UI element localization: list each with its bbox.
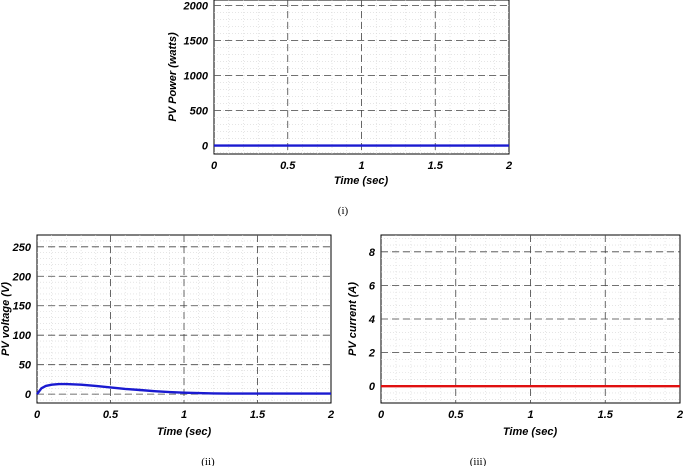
y-tick-label: 100 xyxy=(13,330,32,342)
x-axis-label: Time (sec) xyxy=(334,175,389,187)
y-tick-label: 150 xyxy=(13,301,32,313)
x-tick-label: 1 xyxy=(527,409,533,421)
y-tick-label: 50 xyxy=(19,360,32,372)
x-tick-label: 0 xyxy=(211,160,218,172)
x-tick-labels: 0 0.5 1 1.5 2 xyxy=(378,409,683,421)
y-tick-label: 1000 xyxy=(184,71,209,83)
figure-caption: (ii) xyxy=(201,456,215,466)
y-tick-label: 0 xyxy=(369,381,376,393)
x-tick-label: 2 xyxy=(505,160,512,172)
y-tick-label: 2000 xyxy=(183,1,209,13)
x-tick-label: 0.5 xyxy=(280,160,296,172)
x-tick-label: 1.5 xyxy=(250,409,266,421)
y-tick-label: 4 xyxy=(368,314,375,326)
y-tick-label: 0 xyxy=(25,389,32,401)
y-tick-labels: 0 500 1000 1500 2000 xyxy=(183,1,209,153)
y-tick-label: 250 xyxy=(12,242,32,254)
data-series xyxy=(36,382,331,395)
y-tick-label: 0 xyxy=(202,141,209,153)
major-grid xyxy=(37,235,331,403)
chart-pv-power: 0 0.5 1 1.5 2 0 500 1000 1500 2000 Time (sec) PV… xyxy=(167,0,512,217)
y-axis-label: PV Power (watts) xyxy=(167,32,179,122)
y-tick-label: 8 xyxy=(369,247,376,259)
y-tick-label: 500 xyxy=(190,106,209,118)
x-tick-label: 0.5 xyxy=(448,409,464,421)
y-tick-labels: 0 2 4 6 8 xyxy=(368,247,376,393)
x-tick-label: 2 xyxy=(676,409,683,421)
y-tick-label: 200 xyxy=(12,271,32,283)
x-axis-label: Time (sec) xyxy=(503,426,558,438)
series-line xyxy=(36,382,331,395)
x-tick-label: 0 xyxy=(34,409,41,421)
y-axis-label: PV current (A) xyxy=(347,282,359,356)
y-tick-labels: 0 50 100 150 200 250 xyxy=(12,242,32,401)
y-tick-label: 6 xyxy=(369,280,376,292)
x-tick-labels: 0 0.5 1 1.5 2 xyxy=(34,409,334,421)
x-tick-label: 1.5 xyxy=(598,409,614,421)
y-tick-label: 1500 xyxy=(184,36,209,48)
x-tick-label: 0.5 xyxy=(103,409,119,421)
x-tick-label: 1.5 xyxy=(428,160,444,172)
chart-pv-current: 0 0.5 1 1.5 2 0 2 4 6 8 Time (sec) PV current (A… xyxy=(347,234,683,466)
chart-pv-voltage: 0 0.5 1 1.5 2 0 50 100 150 200 250 Time (sec) PV … xyxy=(0,234,334,466)
x-axis-label: Time (sec) xyxy=(157,426,212,438)
x-tick-labels: 0 0.5 1 1.5 2 xyxy=(211,160,512,172)
x-tick-label: 1 xyxy=(358,160,364,172)
figure-caption: (iii) xyxy=(470,456,487,466)
figure-caption: (i) xyxy=(338,205,349,217)
y-axis-label: PV voltage (V) xyxy=(0,282,12,356)
x-tick-label: 2 xyxy=(327,409,334,421)
x-tick-label: 1 xyxy=(181,409,187,421)
x-tick-label: 0 xyxy=(378,409,385,421)
y-tick-label: 2 xyxy=(368,348,375,360)
